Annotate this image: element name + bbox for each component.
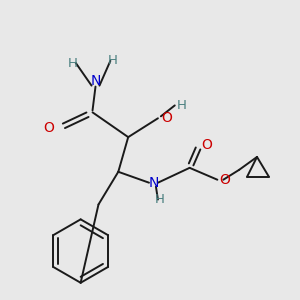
Text: H: H — [107, 54, 117, 67]
Text: O: O — [219, 173, 230, 187]
Text: H: H — [177, 99, 187, 112]
Text: O: O — [161, 111, 172, 125]
Text: O: O — [43, 121, 54, 135]
Text: N: N — [149, 176, 159, 190]
Text: H: H — [155, 193, 165, 206]
Text: O: O — [202, 138, 212, 152]
Text: H: H — [68, 57, 78, 70]
Text: N: N — [90, 74, 101, 88]
